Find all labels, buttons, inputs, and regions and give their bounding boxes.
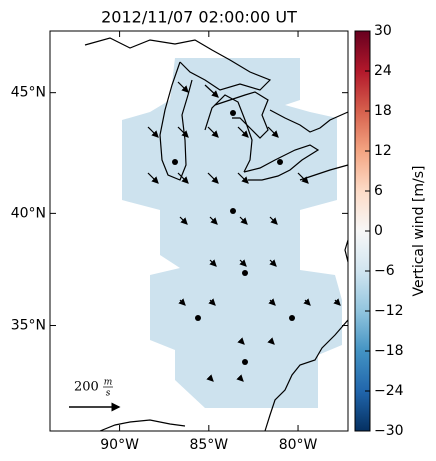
scale-value: 200: [74, 380, 99, 395]
wind-arrows: [147, 81, 341, 382]
colorbar-tick-label: 12: [374, 143, 392, 159]
coastlines: [84, 37, 349, 432]
colorbar-tick-label: −18: [374, 343, 404, 359]
colorbar-tick-label: 18: [374, 103, 392, 119]
x-tick-label: 80°W: [279, 437, 318, 453]
scale-unit-denominator: s: [106, 389, 111, 399]
colorbar-tick-label: −24: [374, 383, 404, 399]
y-tick-label: 35°N: [11, 318, 46, 334]
colorbar-tick-label: 0: [374, 223, 383, 239]
colorbar-tick-label: 30: [374, 23, 392, 39]
colorbar-tick-label: −12: [374, 303, 404, 319]
stations: [172, 110, 295, 365]
colorbar-tick-label: −6: [374, 263, 395, 279]
colorbar-tick-label: 6: [374, 183, 383, 199]
scale-unit-numerator: m: [104, 378, 113, 388]
y-tick-label: 45°N: [11, 85, 46, 101]
colorbar-tick-label: 24: [374, 63, 392, 79]
data-region: [122, 58, 342, 408]
map-frame: [49, 30, 349, 432]
x-tick-label: 90°W: [100, 437, 139, 453]
y-tick-label: 40°N: [11, 205, 46, 221]
x-tick-label: 85°W: [189, 437, 228, 453]
map-area: [49, 30, 349, 432]
map-title: 2012/11/07 02:00:00 UT: [101, 8, 297, 27]
colorbar-tick-label: −30: [374, 423, 404, 439]
colorbar-label: Vertical wind [m/s]: [411, 166, 427, 297]
